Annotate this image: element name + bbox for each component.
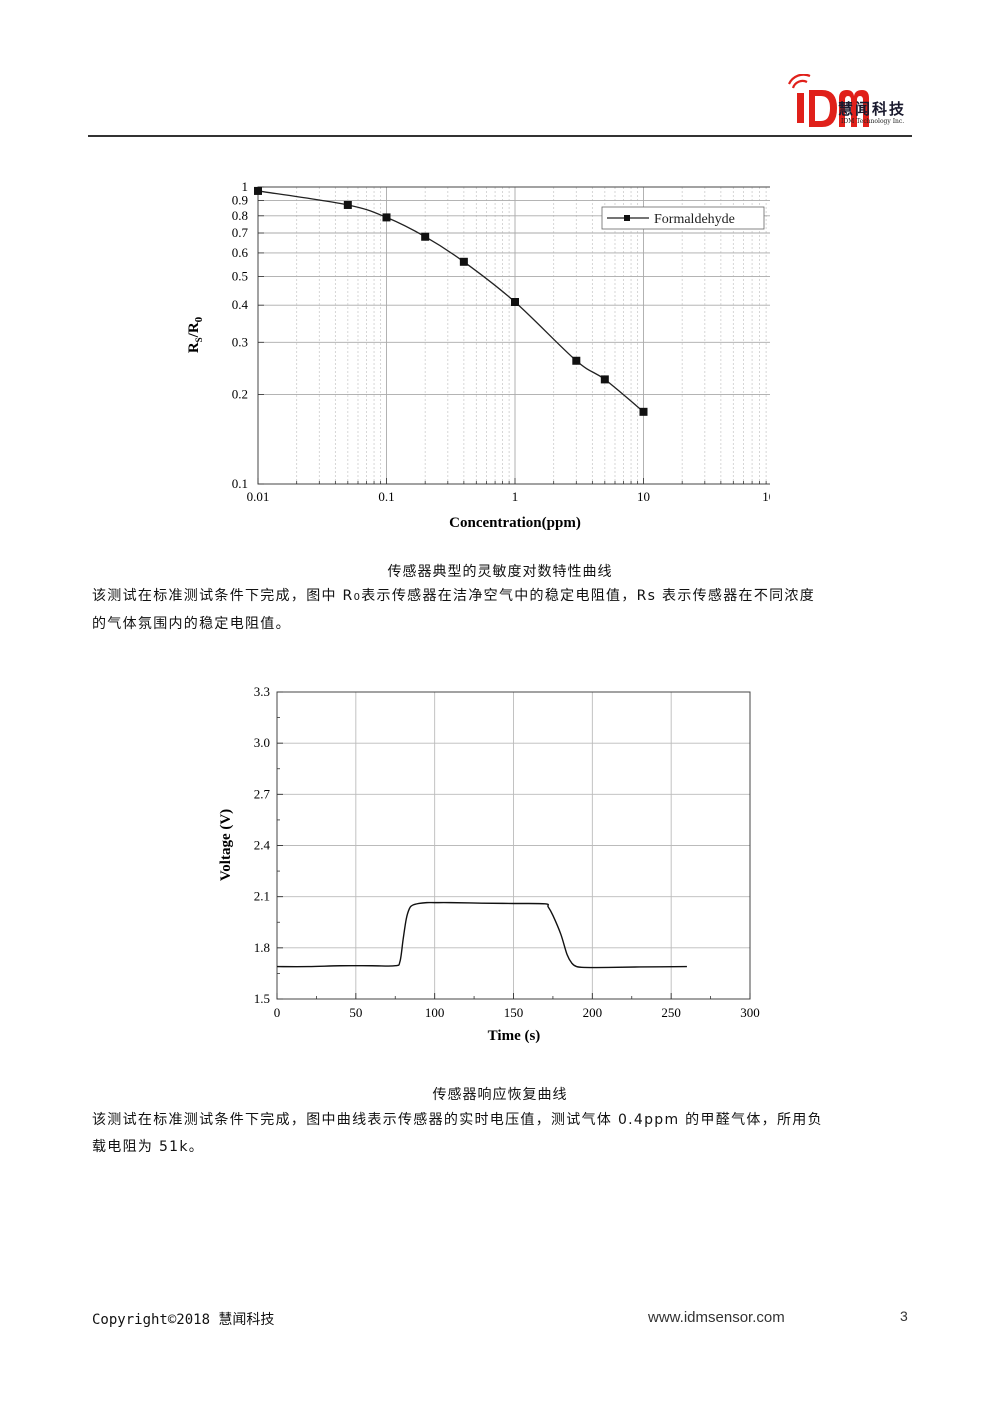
chart1-x-tick-label: 0.01 bbox=[247, 489, 270, 504]
response-recovery-chart: 0 50 100 150 200 250 3001.51.82.12.42.73.03.3 … bbox=[218, 685, 760, 1044]
chart2-xlabel: Time (s) bbox=[488, 1028, 541, 1044]
legend-box bbox=[601, 206, 765, 230]
chart1-y-tick-label: 1 bbox=[242, 179, 249, 194]
chart2-y-tick-label: 2.1 bbox=[254, 889, 270, 904]
formaldehyde-data-point bbox=[572, 356, 581, 365]
chart1-y-tick-label: 0.6 bbox=[232, 245, 249, 260]
chart2-x-tick-label: 200 bbox=[583, 1005, 603, 1020]
formaldehyde-series-line bbox=[257, 190, 644, 413]
figure2-description: 该测试在标准测试条件下完成，图中曲线表示传感器的实时电压值，测试气体 0.4pp… bbox=[92, 1107, 912, 1161]
chart2-y-tick-label: 1.8 bbox=[254, 940, 270, 955]
chart2-y-tick-label: 3.3 bbox=[254, 685, 270, 699]
company-name-en: IDM Technology Inc. bbox=[841, 118, 905, 125]
chart1-y-tick-label: 0.8 bbox=[232, 208, 248, 223]
chart2-x-tick-label: 100 bbox=[425, 1005, 445, 1020]
chart1-y-tick-label: 0.5 bbox=[232, 268, 248, 283]
formaldehyde-data-point bbox=[382, 213, 391, 222]
chart2-x-tick-label: 300 bbox=[740, 1005, 760, 1020]
figure1-description-line2: 的气体氛围内的稳定电阻值。 bbox=[92, 616, 291, 632]
figure1-description: 该测试在标准测试条件下完成，图中 R0表示传感器在洁净空气中的稳定电阻值，Rs … bbox=[92, 583, 912, 638]
chart1-x-tick-label: 100 bbox=[762, 489, 770, 504]
figure1-description-line1: 该测试在标准测试条件下完成，图中 R0表示传感器在洁净空气中的稳定电阻值，Rs … bbox=[92, 588, 816, 604]
chart1-xlabel: Concentration(ppm) bbox=[449, 515, 581, 531]
formaldehyde-data-point bbox=[639, 407, 648, 416]
chart1-x-tick-label: 0.1 bbox=[378, 489, 394, 504]
chart2-grid bbox=[276, 691, 751, 1000]
chart1-y-tick-label: 0.2 bbox=[232, 387, 248, 402]
figure1-caption: 传感器典型的灵敏度对数特性曲线 bbox=[387, 564, 613, 580]
voltage-series-line bbox=[276, 901, 687, 969]
chart2-ticks: 0 50 100 150 200 250 300 1.5 1.8 2.1 2.4 2.7 3.0 3.3 bbox=[254, 685, 760, 1020]
chart1-y-tick-label: 0.1 bbox=[232, 476, 248, 491]
header-divider bbox=[88, 135, 912, 137]
chart1-legend: Formaldehyde bbox=[601, 206, 765, 230]
page-number: 3 bbox=[900, 1308, 908, 1324]
company-name-cn: 慧闻科技 bbox=[838, 100, 907, 118]
chart2-ylabel: Voltage (V) bbox=[218, 809, 234, 881]
footer-website-link[interactable]: www.idmsensor.com bbox=[648, 1309, 785, 1326]
figure2-description-line1: 该测试在标准测试条件下完成，图中曲线表示传感器的实时电压值，测试气体 0.4pp… bbox=[92, 1112, 823, 1128]
chart1-x-tick-label: 10 bbox=[637, 489, 650, 504]
figure2-caption: 传感器响应恢复曲线 bbox=[432, 1087, 568, 1103]
formaldehyde-series-points bbox=[254, 186, 648, 416]
chart1-x-tick-label: 1 bbox=[512, 489, 519, 504]
legend-label: Formaldehyde bbox=[654, 212, 735, 227]
formaldehyde-data-point bbox=[600, 375, 609, 384]
chart1-grid bbox=[257, 186, 770, 485]
formaldehyde-data-point bbox=[511, 298, 519, 307]
chart2-x-tick-label: 0 bbox=[274, 1005, 281, 1020]
sensitivity-chart: 0.10.20.30.40.50.60.70.80.910.010.111010… bbox=[186, 179, 770, 531]
formaldehyde-data-point bbox=[459, 257, 468, 266]
chart2-y-tick-label: 2.4 bbox=[254, 838, 271, 853]
chart2-y-tick-label: 1.5 bbox=[254, 991, 270, 1006]
formaldehyde-data-point bbox=[254, 186, 262, 195]
chart1-ylabel: RS/R0 bbox=[186, 316, 205, 353]
figure2-description-line2: 载电阻为 51k。 bbox=[92, 1139, 205, 1155]
chart1-y-tick-label: 0.3 bbox=[232, 334, 248, 349]
footer-copyright: Copyright©2018 慧闻科技 bbox=[92, 1312, 275, 1328]
chart2-x-tick-label: 50 bbox=[349, 1005, 362, 1020]
chart1-ticks: 0.10.20.30.40.50.60.70.80.910.010.111010… bbox=[232, 179, 770, 504]
chart1-y-tick-label: 0.7 bbox=[232, 225, 249, 240]
chart2-x-tick-label: 150 bbox=[504, 1005, 524, 1020]
chart2-x-tick-label: 250 bbox=[661, 1005, 681, 1020]
company-logo bbox=[787, 74, 869, 127]
legend-marker bbox=[624, 215, 630, 221]
formaldehyde-data-point bbox=[421, 232, 430, 241]
chart1-y-tick-label: 0.4 bbox=[232, 297, 249, 312]
chart1-plot-frame bbox=[257, 186, 770, 485]
formaldehyde-data-point bbox=[343, 200, 352, 209]
chart1-y-tick-label: 0.9 bbox=[232, 193, 248, 208]
chart2-y-tick-label: 2.7 bbox=[254, 786, 271, 801]
chart2-y-tick-label: 3.0 bbox=[254, 735, 270, 750]
